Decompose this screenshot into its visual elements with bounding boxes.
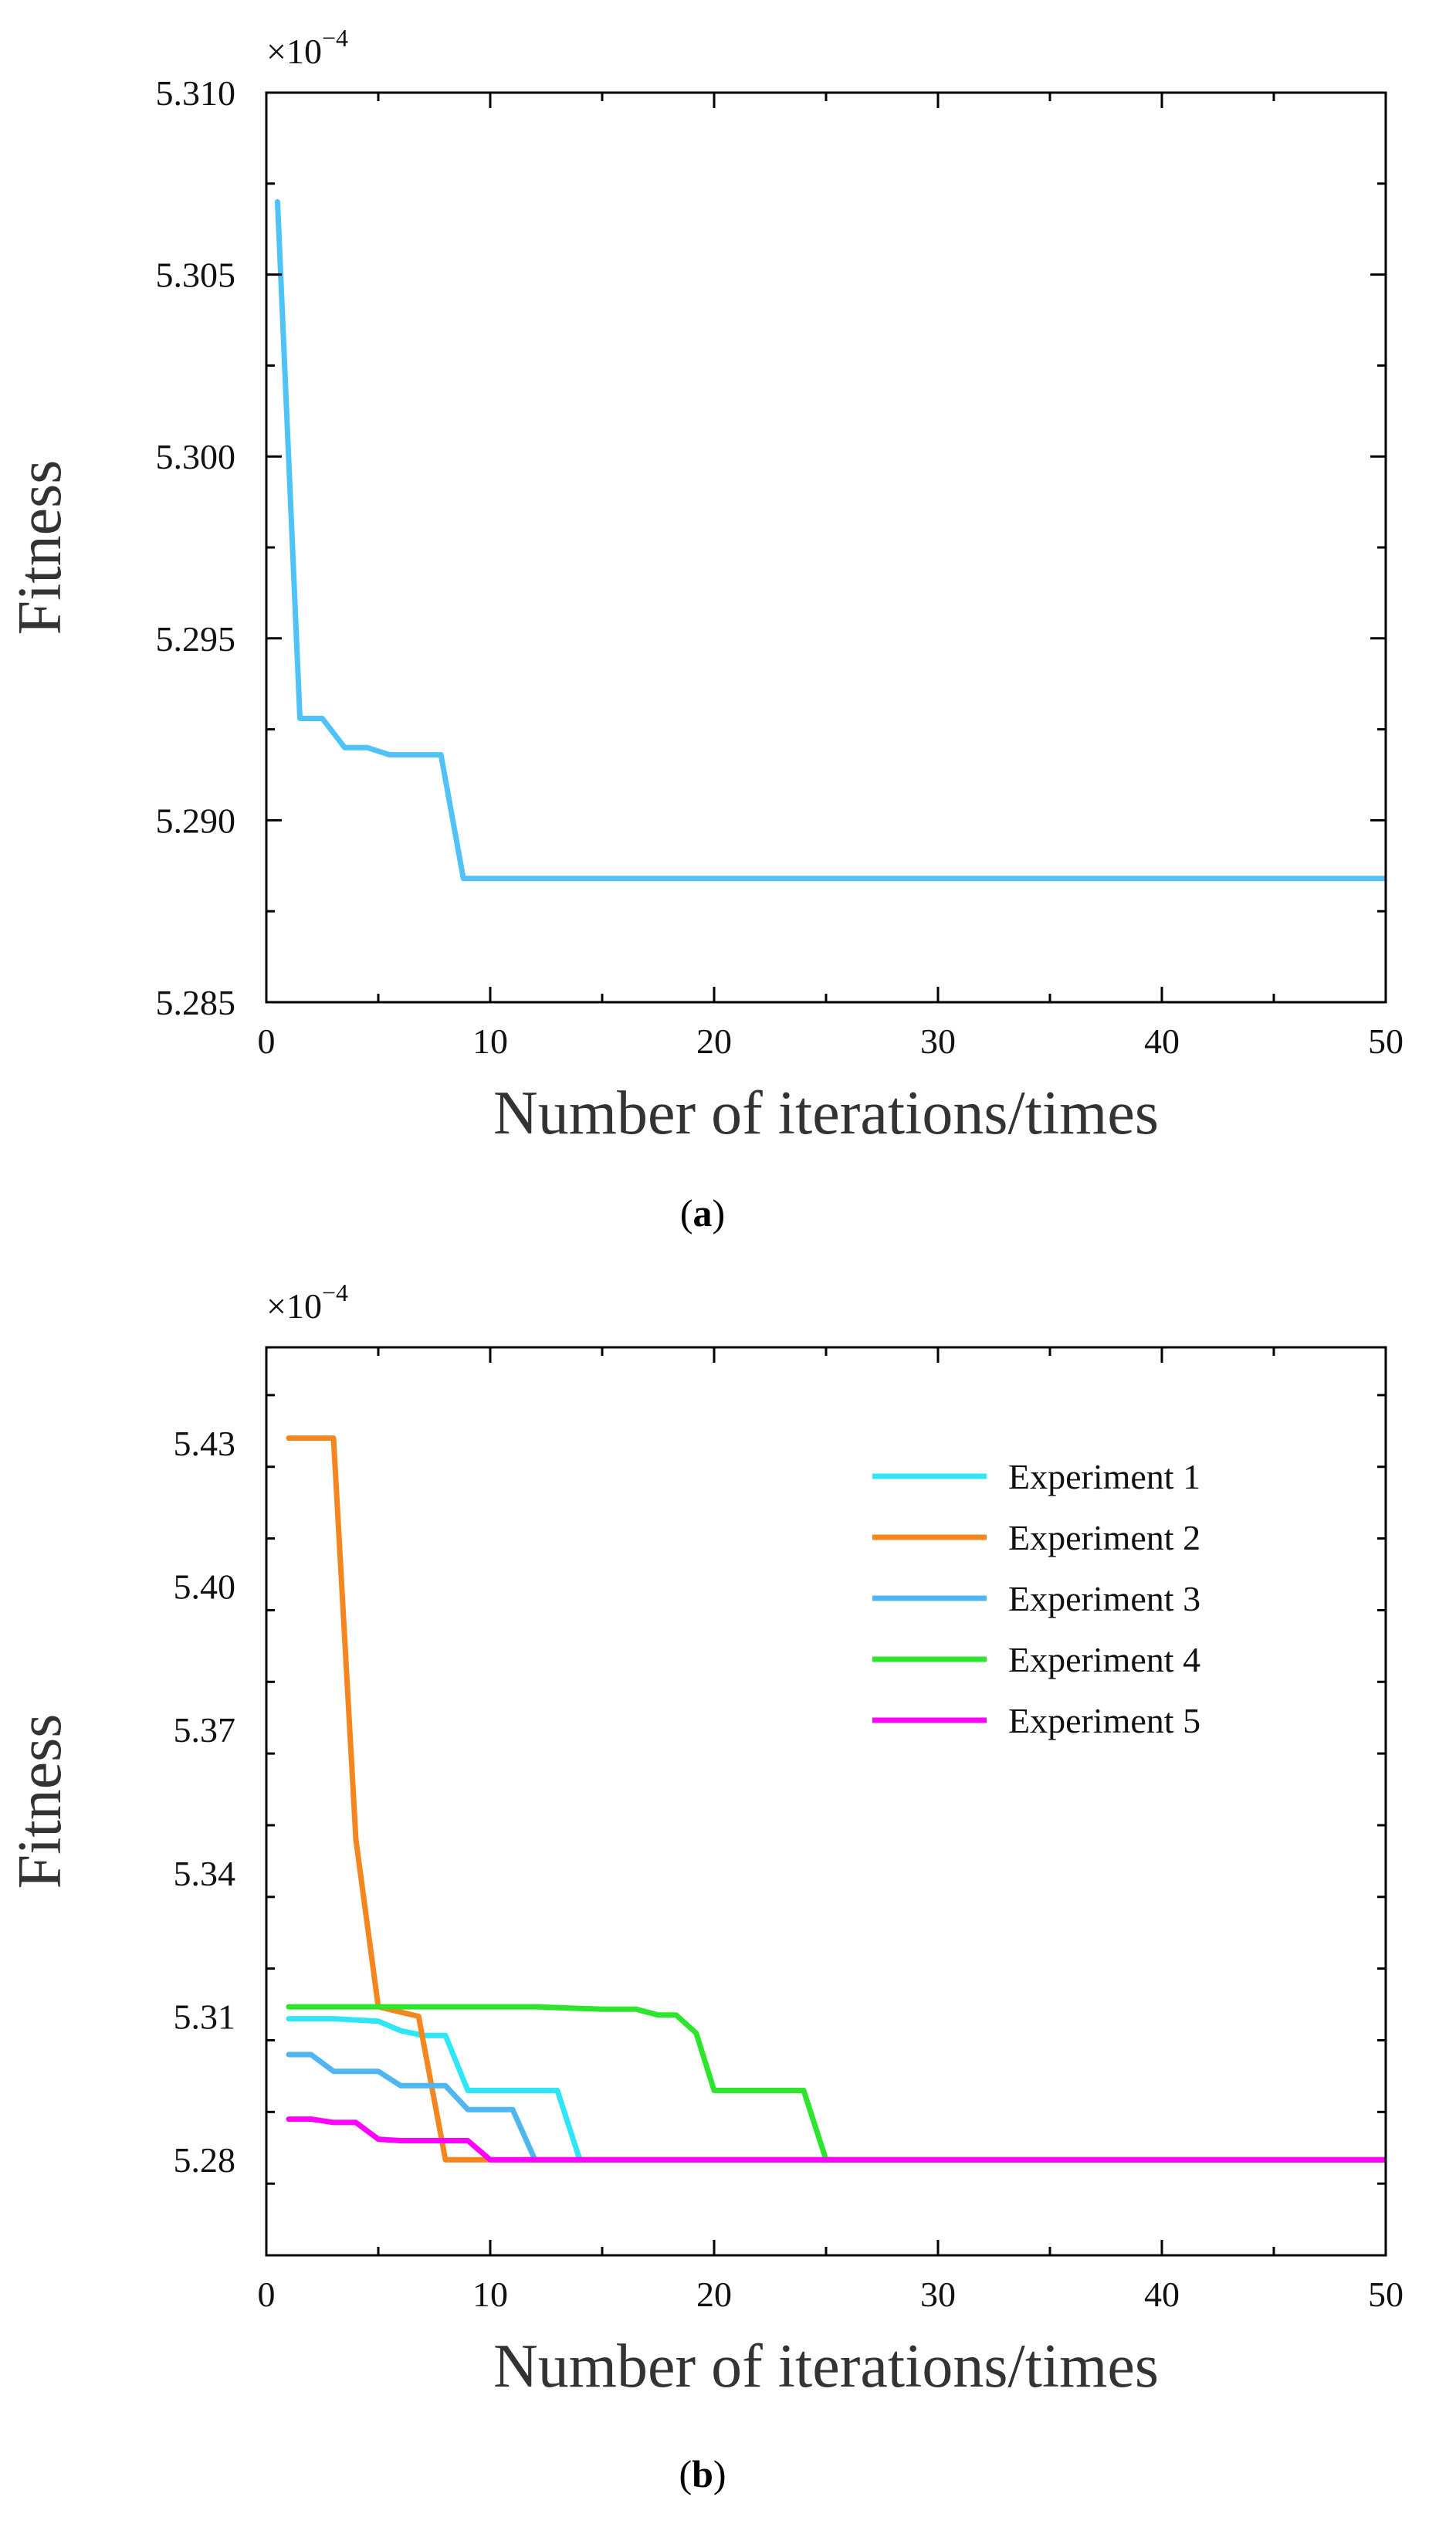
- x-tick-label: 10: [472, 2275, 508, 2314]
- plot-frame: [265, 1346, 1387, 2257]
- legend-label: Experiment 5: [1008, 1701, 1200, 1740]
- series-line-fitness: [275, 198, 1386, 882]
- x-tick-label: 30: [920, 1021, 956, 1061]
- x-tick-label: 40: [1144, 1021, 1180, 1061]
- multiplier-exponent: −4: [322, 24, 348, 52]
- x-axis-title: Number of iterations/times: [493, 2333, 1159, 2400]
- y-tick-label: 5.31: [174, 1997, 236, 2037]
- y-tick-label: 5.290: [156, 801, 236, 840]
- panel-caption-letter: b: [692, 2452, 713, 2495]
- y-tick-label: 5.34: [174, 1854, 236, 1893]
- y-tick-label: 5.300: [156, 437, 236, 476]
- legend-label: Experiment 4: [1008, 1640, 1200, 1679]
- series-line-experiment-5: [286, 2116, 1386, 2163]
- x-axis-title: Number of iterations/times: [493, 1079, 1159, 1147]
- series-line-experiment-3: [286, 2051, 1386, 2163]
- series-line-experiment-4: [286, 2004, 1386, 2163]
- multiplier-base: ×10: [266, 32, 322, 71]
- x-tick-label: 10: [472, 1021, 508, 1061]
- x-tick-label: 50: [1368, 2275, 1404, 2314]
- series-group: [275, 198, 1386, 882]
- multiplier-exponent: −4: [322, 1279, 348, 1306]
- legend: Experiment 1 Experiment 2 Experiment 3 Expe…: [872, 1457, 1200, 1740]
- y-tick-label: 5.28: [174, 2140, 236, 2180]
- plot-frame: [265, 91, 1387, 1004]
- axis-multiplier: ×10−4: [266, 24, 348, 71]
- series-line-experiment-2: [286, 1435, 1386, 2163]
- y-tick-label: 5.285: [156, 983, 236, 1022]
- y-tick-label: 5.305: [156, 256, 236, 295]
- x-tick-label: 40: [1144, 2275, 1180, 2314]
- panel-b: 0 10 20 30 40 50 5.28 5.31 5.34 5.37 5.40 5.43 ×10−4…: [6, 1279, 1404, 2495]
- x-tick-label: 20: [696, 1021, 732, 1061]
- panel-a: 0 10 20 30 40 50 5.285 5.290 5.295 5.300 5.305 5.31…: [6, 24, 1404, 1235]
- x-tick-label: 50: [1368, 1021, 1404, 1061]
- panel-caption: (b): [679, 2452, 726, 2495]
- axis-multiplier: ×10−4: [266, 1279, 348, 1326]
- y-axis-title: Fitness: [6, 460, 74, 635]
- y-axis-title: Fitness: [6, 1714, 74, 1889]
- x-tick-label: 30: [920, 2275, 956, 2314]
- series-group: [286, 1435, 1386, 2163]
- legend-label: Experiment 2: [1008, 1518, 1200, 1557]
- legend-label: Experiment 1: [1008, 1457, 1200, 1496]
- multiplier-base: ×10: [266, 1286, 322, 1326]
- y-tick-label: 5.295: [156, 619, 236, 659]
- y-tick-label: 5.40: [174, 1567, 236, 1606]
- x-tick-label: 0: [258, 1021, 276, 1061]
- series-line-experiment-1: [286, 2016, 1386, 2163]
- x-tick-label: 20: [696, 2275, 732, 2314]
- y-tick-label: 5.310: [156, 73, 236, 113]
- panel-caption: (a): [680, 1191, 725, 1235]
- x-tick-label: 0: [258, 2275, 276, 2314]
- legend-label: Experiment 3: [1008, 1579, 1200, 1618]
- y-tick-label: 5.37: [174, 1710, 236, 1750]
- panel-caption-letter: a: [693, 1191, 713, 1235]
- y-tick-label: 5.43: [174, 1424, 236, 1463]
